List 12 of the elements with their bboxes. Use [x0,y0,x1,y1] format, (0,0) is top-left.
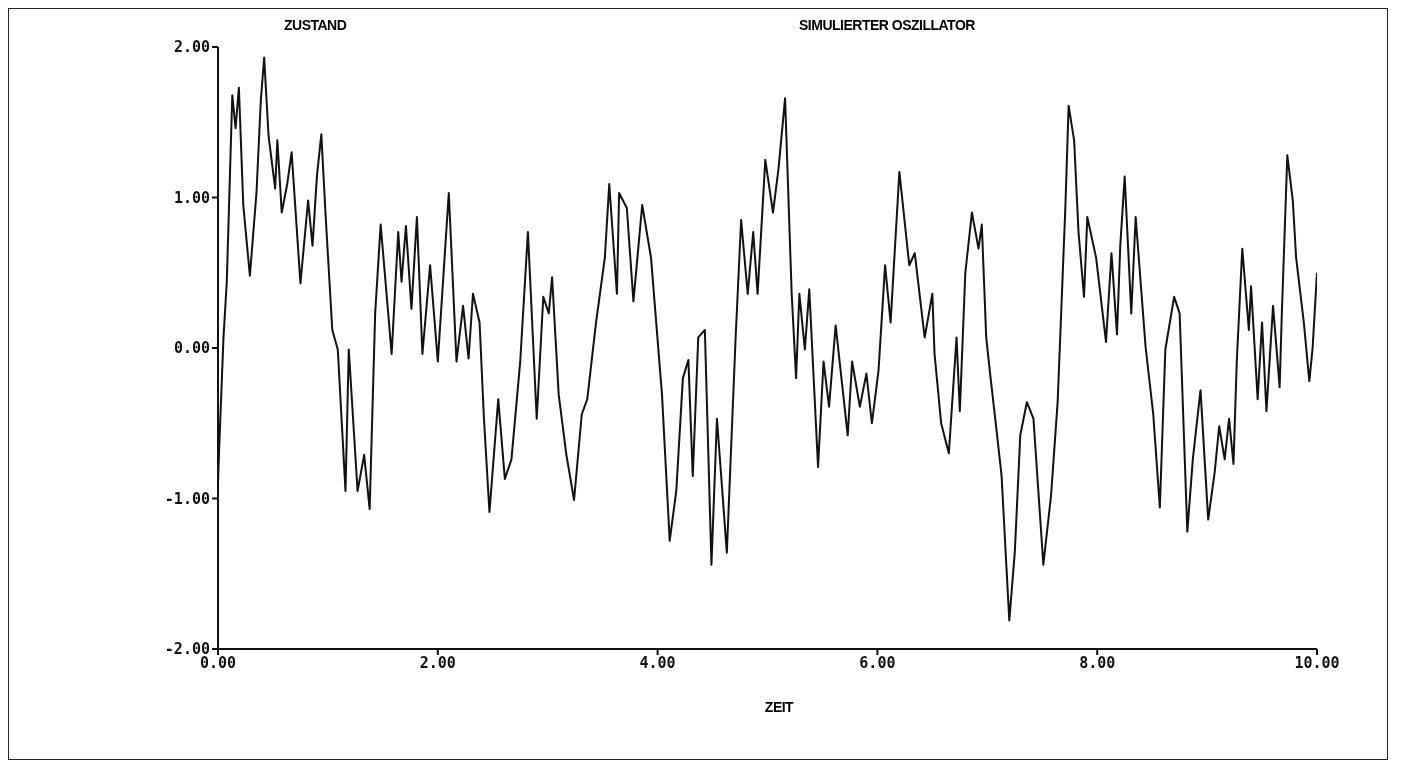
y-tick-label: -1.00 [164,489,210,508]
x-tick-label: 6.00 [859,653,896,672]
x-tick-label: 8.00 [1079,653,1116,672]
y-axis-title: ZUSTAND [284,17,347,33]
x-tick-label: 4.00 [639,653,676,672]
y-tick-label: 0.00 [173,339,210,358]
chart-title: SIMULIERTER OSZILLATOR [799,17,975,33]
x-tick-label: 10.00 [1294,653,1340,672]
x-axis-title: ZEIT [763,699,795,715]
x-tick-label: 2.00 [419,653,456,672]
y-tick-label: 1.00 [173,188,210,207]
y-tick-label: 2.00 [173,38,210,57]
